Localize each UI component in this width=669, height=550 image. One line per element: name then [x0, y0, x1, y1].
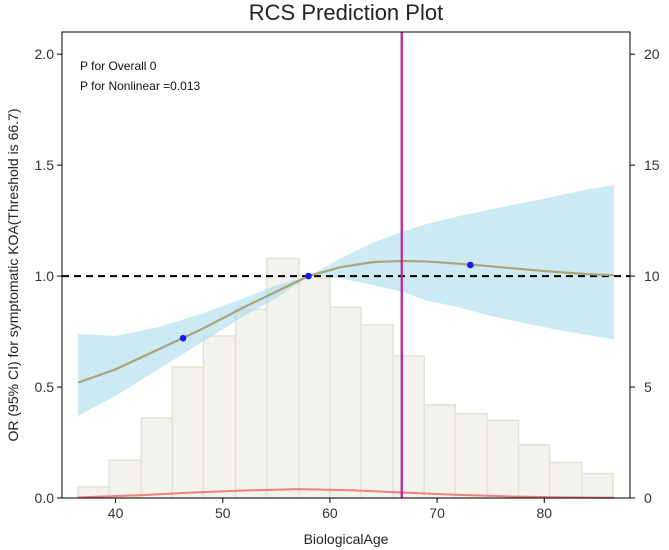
p-overall-annotation: P for Overall 0 [80, 59, 157, 73]
histogram-bar [548, 461, 583, 499]
knot-point [179, 334, 187, 342]
histogram-bar [329, 306, 362, 499]
ci-band [78, 185, 614, 416]
histogram-bar [202, 335, 237, 499]
density-curve [78, 488, 614, 499]
confidence-band [78, 185, 614, 416]
y-tick-label: 0.0 [35, 490, 55, 506]
histogram-bar [298, 277, 331, 499]
histogram-bar [454, 412, 489, 499]
y2-axis: 0 5 10 15 20 [630, 46, 660, 506]
histogram-bar [423, 404, 457, 499]
y2-tick-label: 15 [644, 157, 660, 173]
y2-tick-label: 5 [644, 379, 652, 395]
x-tick-label: 60 [322, 505, 338, 521]
knot-point [467, 261, 474, 269]
histogram-bar [108, 459, 143, 499]
histogram-bar [486, 419, 520, 499]
histogram-bar [392, 355, 425, 499]
y-axis: 0.0 0.5 1.0 1.5 2.0 [35, 46, 62, 506]
x-tick-label: 50 [215, 505, 231, 521]
y2-tick-label: 0 [644, 490, 652, 506]
x-axis: 40 50 60 70 80 [108, 498, 552, 521]
plot-frame [61, 31, 631, 499]
y-tick-label: 1.5 [35, 157, 55, 173]
y2-tick-label: 10 [644, 268, 660, 284]
x-tick-label: 80 [536, 505, 552, 521]
knot-points [179, 261, 474, 342]
p-nonlinear-annotation: P for Nonlinear =0.013 [80, 79, 201, 93]
y2-tick-label: 20 [644, 46, 660, 62]
y-tick-label: 2.0 [35, 46, 55, 62]
x-tick-label: 40 [108, 505, 124, 521]
y-axis-label: OR (95% CI) for symptomatic KOA(Threshol… [5, 109, 21, 442]
rcs-curve-line [77, 259, 614, 384]
histogram-bar [140, 417, 174, 499]
histogram-bar [360, 324, 394, 499]
x-tick-label: 70 [429, 505, 445, 521]
histogram-bar [171, 366, 205, 499]
y-tick-label: 1.0 [35, 268, 55, 284]
histogram-bar [517, 443, 551, 499]
rcs-curve [77, 259, 614, 384]
x-axis-label: BiologicalAge [304, 531, 389, 547]
histogram-bar [581, 472, 614, 499]
y-tick-label: 0.5 [35, 379, 55, 395]
histogram-bar [234, 308, 268, 499]
chart-title: RCS Prediction Plot [249, 0, 443, 25]
knot-point [305, 272, 312, 280]
density-line [78, 488, 614, 499]
